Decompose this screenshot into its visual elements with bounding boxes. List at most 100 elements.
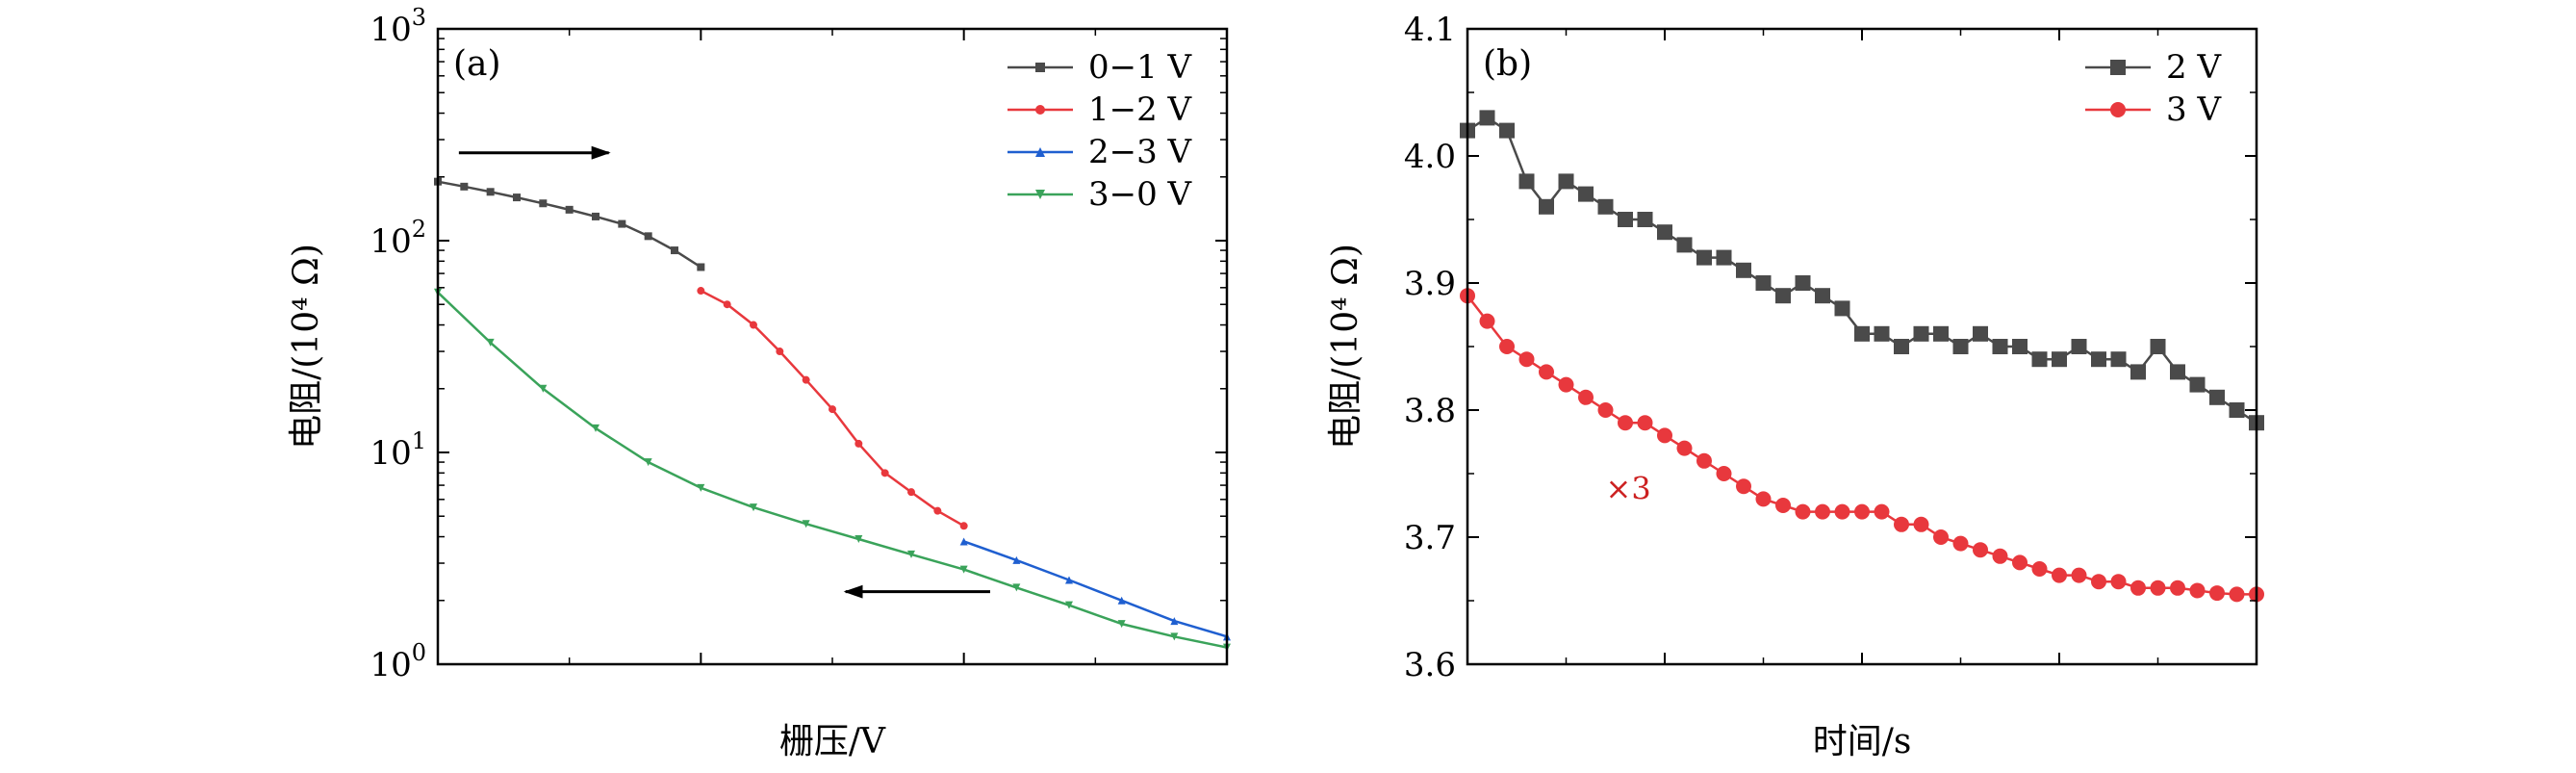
y-tick-label: 3.6 (1404, 646, 1456, 684)
panel-label: (a) (453, 44, 501, 84)
data-point-s3-2 (1012, 555, 1021, 564)
series-line-3 (963, 540, 1228, 638)
data-point-s4-13 (1065, 601, 1073, 609)
data-point-s2-8 (880, 469, 889, 477)
legend-marker-3 (1035, 147, 1045, 157)
data-point-s1-36 (2150, 339, 2166, 354)
series-group (1460, 110, 2264, 603)
data-point-s1-3 (486, 188, 495, 196)
data-point-s1-11 (1657, 224, 1672, 241)
data-point-s2-3 (1499, 339, 1515, 354)
data-point-s3-1 (959, 537, 968, 546)
data-point-s1-17 (1775, 288, 1791, 304)
data-point-s1-26 (1952, 339, 1969, 354)
data-point-s4-8 (802, 520, 810, 528)
data-point-s1-28 (1992, 339, 2008, 354)
data-point-s2-20 (1834, 503, 1850, 520)
data-point-s2-19 (1815, 503, 1830, 520)
data-point-s1-34 (2110, 351, 2127, 368)
data-point-s2-5 (1539, 364, 1554, 380)
data-point-s1-29 (2012, 339, 2028, 354)
data-point-s2-37 (2170, 580, 2185, 596)
data-point-s1-9 (1618, 212, 1633, 227)
y-tick-label: 102 (370, 216, 426, 261)
y-tick-label: 100 (370, 639, 426, 684)
data-point-s1-38 (2189, 376, 2206, 393)
data-point-s2-40 (2229, 586, 2245, 603)
legend-marker-1 (1035, 63, 1045, 72)
data-point-s2-9 (1618, 415, 1633, 431)
data-point-s2-31 (2052, 567, 2067, 583)
data-point-s2-11 (1657, 427, 1672, 444)
y-axis-label: 电阻/(10⁴ Ω) (287, 244, 326, 450)
data-point-s2-27 (1973, 542, 1988, 558)
data-point-s1-40 (2229, 402, 2245, 418)
data-point-s2-18 (1795, 503, 1811, 520)
data-point-s2-13 (1696, 452, 1712, 469)
data-point-s2-28 (1992, 548, 2008, 564)
data-point-s1-24 (1913, 325, 1929, 342)
y-tick-base: 10 (370, 646, 411, 684)
data-point-s1-5 (539, 199, 548, 208)
scale-annotation: ×3 (1606, 470, 1651, 506)
data-point-s1-2 (460, 182, 469, 191)
data-point-s4-5 (644, 458, 652, 467)
data-point-s1-31 (2052, 351, 2067, 368)
y-tick-label: 101 (370, 427, 426, 473)
data-point-s2-7 (1578, 389, 1594, 405)
data-point-s1-14 (1716, 249, 1732, 266)
data-point-s2-22 (1874, 503, 1890, 520)
legend-label-3: 2−3 V (1088, 133, 1193, 171)
data-point-s4-10 (907, 550, 915, 558)
y-tick-exponent: 0 (412, 639, 426, 666)
y-tick-base: 10 (370, 222, 411, 261)
data-point-s1-8 (618, 219, 626, 228)
y-tick-exponent: 1 (412, 427, 426, 454)
legend-marker-2 (1035, 105, 1045, 115)
data-point-s4-7 (750, 503, 757, 512)
data-point-s2-10 (1637, 415, 1653, 431)
data-point-s2-17 (1775, 498, 1791, 513)
data-point-s1-32 (2071, 339, 2087, 354)
data-point-s2-6 (829, 405, 836, 414)
data-point-s1-6 (1558, 173, 1574, 190)
data-point-s3-5 (1170, 617, 1179, 626)
data-point-s1-25 (1933, 325, 1949, 342)
data-point-s2-34 (2110, 574, 2127, 590)
legend-label-2: 1−2 V (1088, 90, 1193, 129)
legend: 2 V3 V (2085, 48, 2222, 129)
data-point-s2-36 (2150, 580, 2166, 596)
data-point-s1-20 (1834, 300, 1850, 317)
y-tick-label: 4.0 (1404, 138, 1456, 176)
data-point-s1-2 (1479, 110, 1495, 126)
panel-label: (b) (1483, 44, 1532, 84)
data-point-s2-23 (1894, 516, 1909, 532)
y-axis-label: 电阻/(10⁴ Ω) (1326, 244, 1365, 450)
data-point-s2-38 (2189, 582, 2206, 599)
data-point-s1-21 (1854, 325, 1870, 342)
data-point-s2-30 (2031, 561, 2048, 577)
x-axis-label: 栅压/V (779, 722, 886, 761)
data-point-s4-4 (592, 424, 599, 432)
data-point-s1-30 (2031, 351, 2048, 368)
y-tick-label: 103 (370, 4, 426, 49)
data-point-s1-27 (1973, 325, 1988, 342)
data-point-s2-5 (802, 375, 810, 384)
data-point-s1-16 (1755, 275, 1772, 291)
data-point-s2-24 (1913, 516, 1929, 532)
chart-b: 3.6 3.7 3.8 3.9 4.0 4.1 时间/s 电阻/(10⁴ Ω) (b) 2 V3 … (1326, 11, 2264, 761)
data-point-s2-32 (2071, 567, 2087, 583)
data-point-s1-19 (1815, 288, 1830, 304)
data-point-s2-15 (1736, 478, 1751, 495)
series-line-1 (437, 180, 701, 269)
data-point-s4-15 (1170, 632, 1179, 641)
data-point-s4-6 (697, 483, 705, 492)
series-line-4 (437, 291, 1228, 649)
legend-marker-2 (2110, 102, 2126, 117)
data-point-s1-35 (2130, 364, 2146, 380)
y-tick-label: 3.9 (1404, 265, 1456, 303)
data-point-s2-4 (1518, 351, 1535, 368)
data-point-s1-33 (2091, 351, 2106, 368)
